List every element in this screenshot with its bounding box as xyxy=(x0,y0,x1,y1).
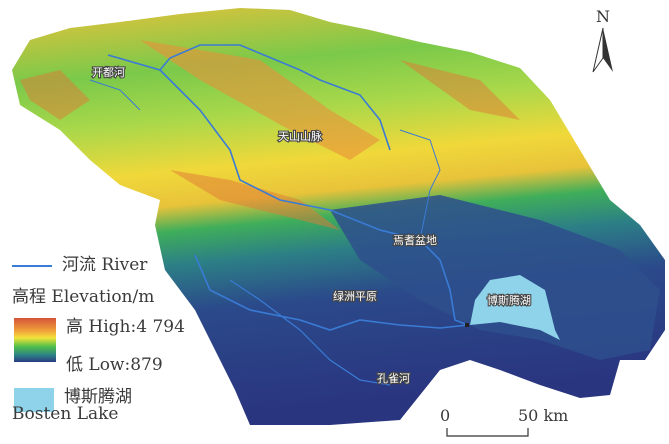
river-kaidu-upper xyxy=(107,44,391,151)
scale-end: 50 km xyxy=(518,406,569,425)
north-label: N xyxy=(596,7,610,26)
river-western-tributary xyxy=(89,79,141,111)
river-kongque xyxy=(194,254,469,331)
legend-high: 高 High:4 794 xyxy=(66,317,185,337)
elevation-color-ramp xyxy=(14,318,56,362)
legend-elevation-title: 高程 Elevation/m xyxy=(12,287,155,307)
scale-start: 0 xyxy=(440,406,451,425)
river-southern-branch xyxy=(229,279,391,386)
legend-river: 河流 River xyxy=(12,250,147,275)
legend-lake-en: Bosten Lake xyxy=(12,404,119,424)
label-kaidu-river: 开都河 xyxy=(92,66,125,79)
label-oasis-plain: 绿洲平原 xyxy=(333,289,377,303)
north-arrow-left-half xyxy=(592,27,604,73)
label-yanqi-basin: 焉耆盆地 xyxy=(393,233,437,247)
label-kongque-river: 孔雀河 xyxy=(377,372,410,385)
scale-bar-line xyxy=(446,428,529,437)
river-line-icon xyxy=(12,264,52,267)
river-kaidu-main xyxy=(159,69,469,326)
label-tianshan: 天山山脉 xyxy=(278,129,322,143)
ridge-orange xyxy=(140,40,380,160)
basin-low xyxy=(330,195,660,360)
ridge-orange-2 xyxy=(20,60,520,230)
legend-low: 低 Low:879 xyxy=(66,355,163,375)
north-arrow: N xyxy=(592,7,613,73)
lake-swatch xyxy=(14,388,54,412)
label-bosten-lake: 博斯腾湖 xyxy=(487,293,531,307)
scale-bar xyxy=(446,428,529,437)
river-tributary xyxy=(399,129,441,241)
legend-lake-cn: 博斯腾湖 xyxy=(64,387,132,407)
north-arrow-right-half xyxy=(603,28,613,72)
legend-river-label: 河流 River xyxy=(62,255,148,275)
city-point xyxy=(465,323,469,327)
bosten-lake xyxy=(470,275,560,340)
rivers xyxy=(89,44,469,386)
